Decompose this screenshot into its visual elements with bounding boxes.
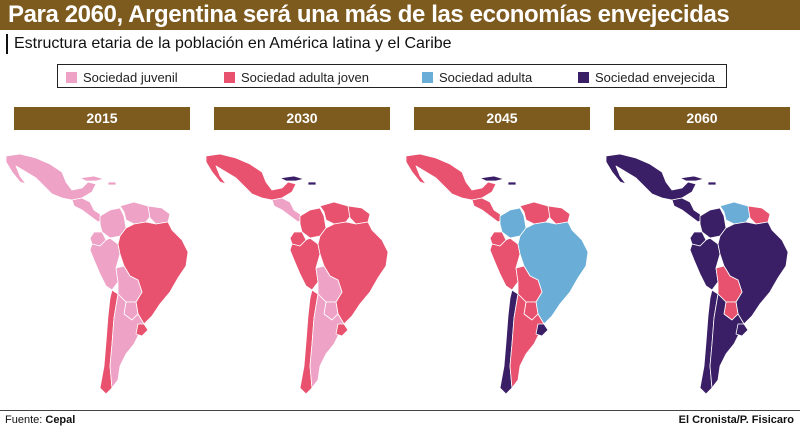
map-2060 [605, 153, 789, 395]
region-mexico [205, 153, 297, 201]
page-title: Para 2060, Argentina será una más de las… [8, 1, 730, 28]
region-uruguay [135, 323, 149, 337]
region-mexico [605, 153, 697, 201]
legend-swatch-envejecida [578, 71, 589, 83]
year-tab-2030: 2030 [214, 107, 390, 130]
region-caribbean [479, 175, 517, 186]
region-bolivia [515, 265, 543, 303]
region-uruguay [535, 323, 549, 337]
region-bolivia [715, 265, 743, 303]
footer-divider [0, 410, 800, 411]
region-uruguay [735, 323, 749, 337]
region-uruguay [335, 323, 349, 337]
map-2045 [405, 153, 589, 395]
region-guyanas [147, 205, 171, 225]
region-guyanas [347, 205, 371, 225]
legend-swatch-adulta-joven [224, 71, 235, 83]
subtitle: Estructura etaria de la población en Amé… [6, 34, 452, 54]
legend-label-envejecida: Sociedad envejecida [595, 69, 715, 85]
region-bolivia [115, 265, 143, 303]
region-central-america [271, 197, 303, 223]
region-caribbean [79, 175, 117, 186]
region-argentina [509, 293, 545, 389]
region-bolivia [315, 265, 343, 303]
map-2015 [5, 153, 189, 395]
legend-item-envejecida: Sociedad envejecida [578, 69, 715, 85]
region-caribbean [679, 175, 717, 186]
region-argentina [109, 293, 145, 389]
region-argentina [309, 293, 345, 389]
region-mexico [405, 153, 497, 201]
region-central-america [471, 197, 503, 223]
region-central-america [671, 197, 703, 223]
region-guyanas [547, 205, 571, 225]
legend-label-adulta-joven: Sociedad adulta joven [241, 69, 369, 85]
footer-source: Fuente: Cepal [5, 414, 75, 426]
legend-swatch-adulta [422, 71, 433, 83]
year-tab-2060: 2060 [614, 107, 790, 130]
year-tab-2015: 2015 [14, 107, 190, 130]
legend-item-juvenil: Sociedad juvenil [66, 69, 178, 85]
region-caribbean [279, 175, 317, 186]
map-2030 [205, 153, 389, 395]
source-label: Fuente: [5, 414, 43, 426]
region-argentina [709, 293, 745, 389]
footer-credit: El Cronista/P. Fisicaro [678, 414, 794, 426]
legend-swatch-juvenil [66, 71, 77, 83]
legend-label-adulta: Sociedad adulta [439, 69, 533, 85]
region-peru [689, 237, 721, 291]
legend-item-adulta-joven: Sociedad adulta joven [224, 69, 369, 85]
region-guyanas [747, 205, 771, 225]
legend-label-juvenil: Sociedad juvenil [83, 69, 178, 85]
region-peru [489, 237, 521, 291]
source-name: Cepal [45, 414, 76, 426]
region-peru [289, 237, 321, 291]
region-mexico [5, 153, 97, 201]
region-central-america [71, 197, 103, 223]
legend: Sociedad juvenil Sociedad adulta joven S… [57, 64, 727, 88]
region-peru [89, 237, 121, 291]
year-tab-2045: 2045 [414, 107, 590, 130]
legend-item-adulta: Sociedad adulta [422, 69, 532, 85]
title-bar: Para 2060, Argentina será una más de las… [0, 0, 800, 30]
